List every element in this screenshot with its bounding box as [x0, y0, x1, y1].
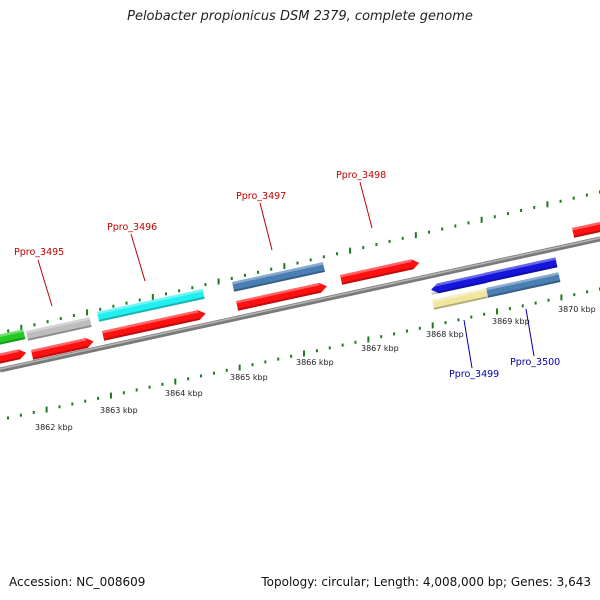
gene-steelblue-b[interactable]: [486, 272, 561, 298]
genome-backbone: [0, 236, 600, 373]
gene-blue-b[interactable]: [484, 257, 558, 283]
gene-label-ppro-3499[interactable]: Ppro_3499: [449, 369, 499, 380]
gene-features: [0, 219, 600, 366]
gene-red-b-body: [31, 338, 94, 360]
gene-red-c[interactable]: [102, 309, 207, 341]
gene-blue-b-shadow: [485, 265, 558, 283]
gene-green-body: [0, 329, 26, 347]
gene-gray-highlight: [26, 317, 91, 334]
gene-label-ppro-3498[interactable]: Ppro_3498: [336, 170, 386, 181]
gene-green-shadow: [0, 337, 26, 347]
gene-red-b[interactable]: [31, 337, 95, 360]
gene-green-highlight: [0, 329, 24, 340]
gene-red-a[interactable]: [0, 348, 27, 366]
gene-green[interactable]: [0, 329, 26, 347]
gene-khaki[interactable]: [432, 288, 488, 310]
gene-red-c-body: [102, 310, 206, 341]
leader-ppro-3495: [37, 259, 53, 307]
gene-gray-body: [26, 317, 92, 341]
gene-gray-shadow: [27, 324, 92, 341]
scale-label-3866: 3866 kbp: [296, 358, 334, 367]
gene-label-ppro-3495[interactable]: Ppro_3495: [14, 247, 64, 258]
gene-red-f[interactable]: [572, 219, 600, 238]
gene-blue-b-highlight: [484, 257, 556, 276]
gene-blue-a-shadow: [431, 280, 487, 295]
scale-label-3865: 3865 kbp: [230, 373, 268, 382]
gene-red-d-body: [236, 282, 327, 311]
gene-labels: Ppro_3495 Ppro_3496 Ppro_3497 Ppro_3498 …: [14, 170, 560, 380]
scale-label-3870: 3870 kbp: [558, 305, 596, 314]
scale-label-3863: 3863 kbp: [100, 406, 138, 415]
gene-red-e-shadow: [341, 267, 414, 285]
scale-label-3869: 3869 kbp: [492, 317, 530, 326]
gene-steelblue-b-shadow: [487, 280, 561, 298]
gene-red-e[interactable]: [340, 258, 420, 285]
leader-ppro-3496: [130, 233, 146, 282]
genome-summary-text: Topology: circular; Length: 4,008,000 bp…: [261, 575, 591, 589]
gene-steelblue-b-body: [486, 272, 561, 298]
leader-ppro-3500: [525, 308, 535, 357]
gene-red-a-highlight: [0, 349, 19, 359]
gene-khaki-shadow: [433, 296, 488, 310]
gene-blue-b-body: [484, 257, 558, 283]
gene-cyan[interactable]: [97, 288, 205, 322]
gene-red-f-shadow: [573, 227, 600, 238]
gene-blue-a-body: [431, 273, 487, 294]
gene-blue-a-highlight: [430, 273, 486, 288]
map-title: Pelobacter propionicus DSM 2379, complet…: [127, 9, 473, 24]
gene-steelblue-a[interactable]: [232, 262, 325, 292]
genome-backbone-highlight: [0, 237, 600, 370]
gene-khaki-highlight: [432, 288, 487, 303]
gene-steelblue-a-shadow: [233, 269, 325, 292]
gene-label-ppro-3496[interactable]: Ppro_3496: [107, 222, 157, 233]
gene-red-e-body: [340, 259, 420, 285]
leader-ppro-3497: [259, 202, 273, 251]
gene-red-e-highlight: [340, 259, 412, 278]
gene-khaki-body: [432, 288, 488, 310]
gene-red-a-body: [0, 349, 27, 366]
gene-steelblue-a-body: [232, 262, 325, 292]
gene-cyan-body: [97, 288, 205, 322]
scale-label-3868: 3868 kbp: [426, 330, 464, 339]
gene-cyan-highlight: [97, 288, 204, 315]
scale-label-3867: 3867 kbp: [361, 344, 399, 353]
gene-steelblue-b-highlight: [486, 272, 559, 291]
gene-steelblue-a-highlight: [232, 262, 324, 285]
leader-ppro-3498: [359, 181, 373, 229]
gene-red-c-shadow: [103, 317, 200, 341]
gene-red-b-highlight: [31, 338, 87, 353]
gene-red-f-highlight: [572, 219, 600, 231]
gene-red-c-highlight: [102, 310, 199, 334]
gene-red-f-body: [572, 219, 600, 238]
label-leader-lines: [37, 181, 535, 369]
leader-ppro-3499: [463, 319, 473, 369]
gene-red-a-shadow: [0, 357, 21, 366]
gene-label-ppro-3497[interactable]: Ppro_3497: [236, 191, 286, 202]
gene-red-d-shadow: [237, 290, 322, 311]
gene-blue-a[interactable]: [430, 273, 487, 295]
gene-red-d-highlight: [236, 282, 320, 304]
gene-label-ppro-3500[interactable]: Ppro_3500: [510, 357, 560, 368]
scale-label-3862: 3862 kbp: [35, 423, 73, 432]
gene-gray[interactable]: [26, 317, 92, 341]
gene-cyan-shadow: [98, 296, 205, 322]
upper-tick-row: [7, 190, 600, 333]
gene-red-d[interactable]: [236, 281, 328, 311]
scale-labels: 3862 kbp 3863 kbp 3864 kbp 3865 kbp 3866…: [35, 305, 596, 432]
scale-label-3864: 3864 kbp: [165, 389, 203, 398]
gene-red-b-shadow: [32, 345, 88, 360]
accession-text: Accession: NC_008609: [9, 575, 146, 589]
lower-tick-row: [7, 287, 600, 420]
